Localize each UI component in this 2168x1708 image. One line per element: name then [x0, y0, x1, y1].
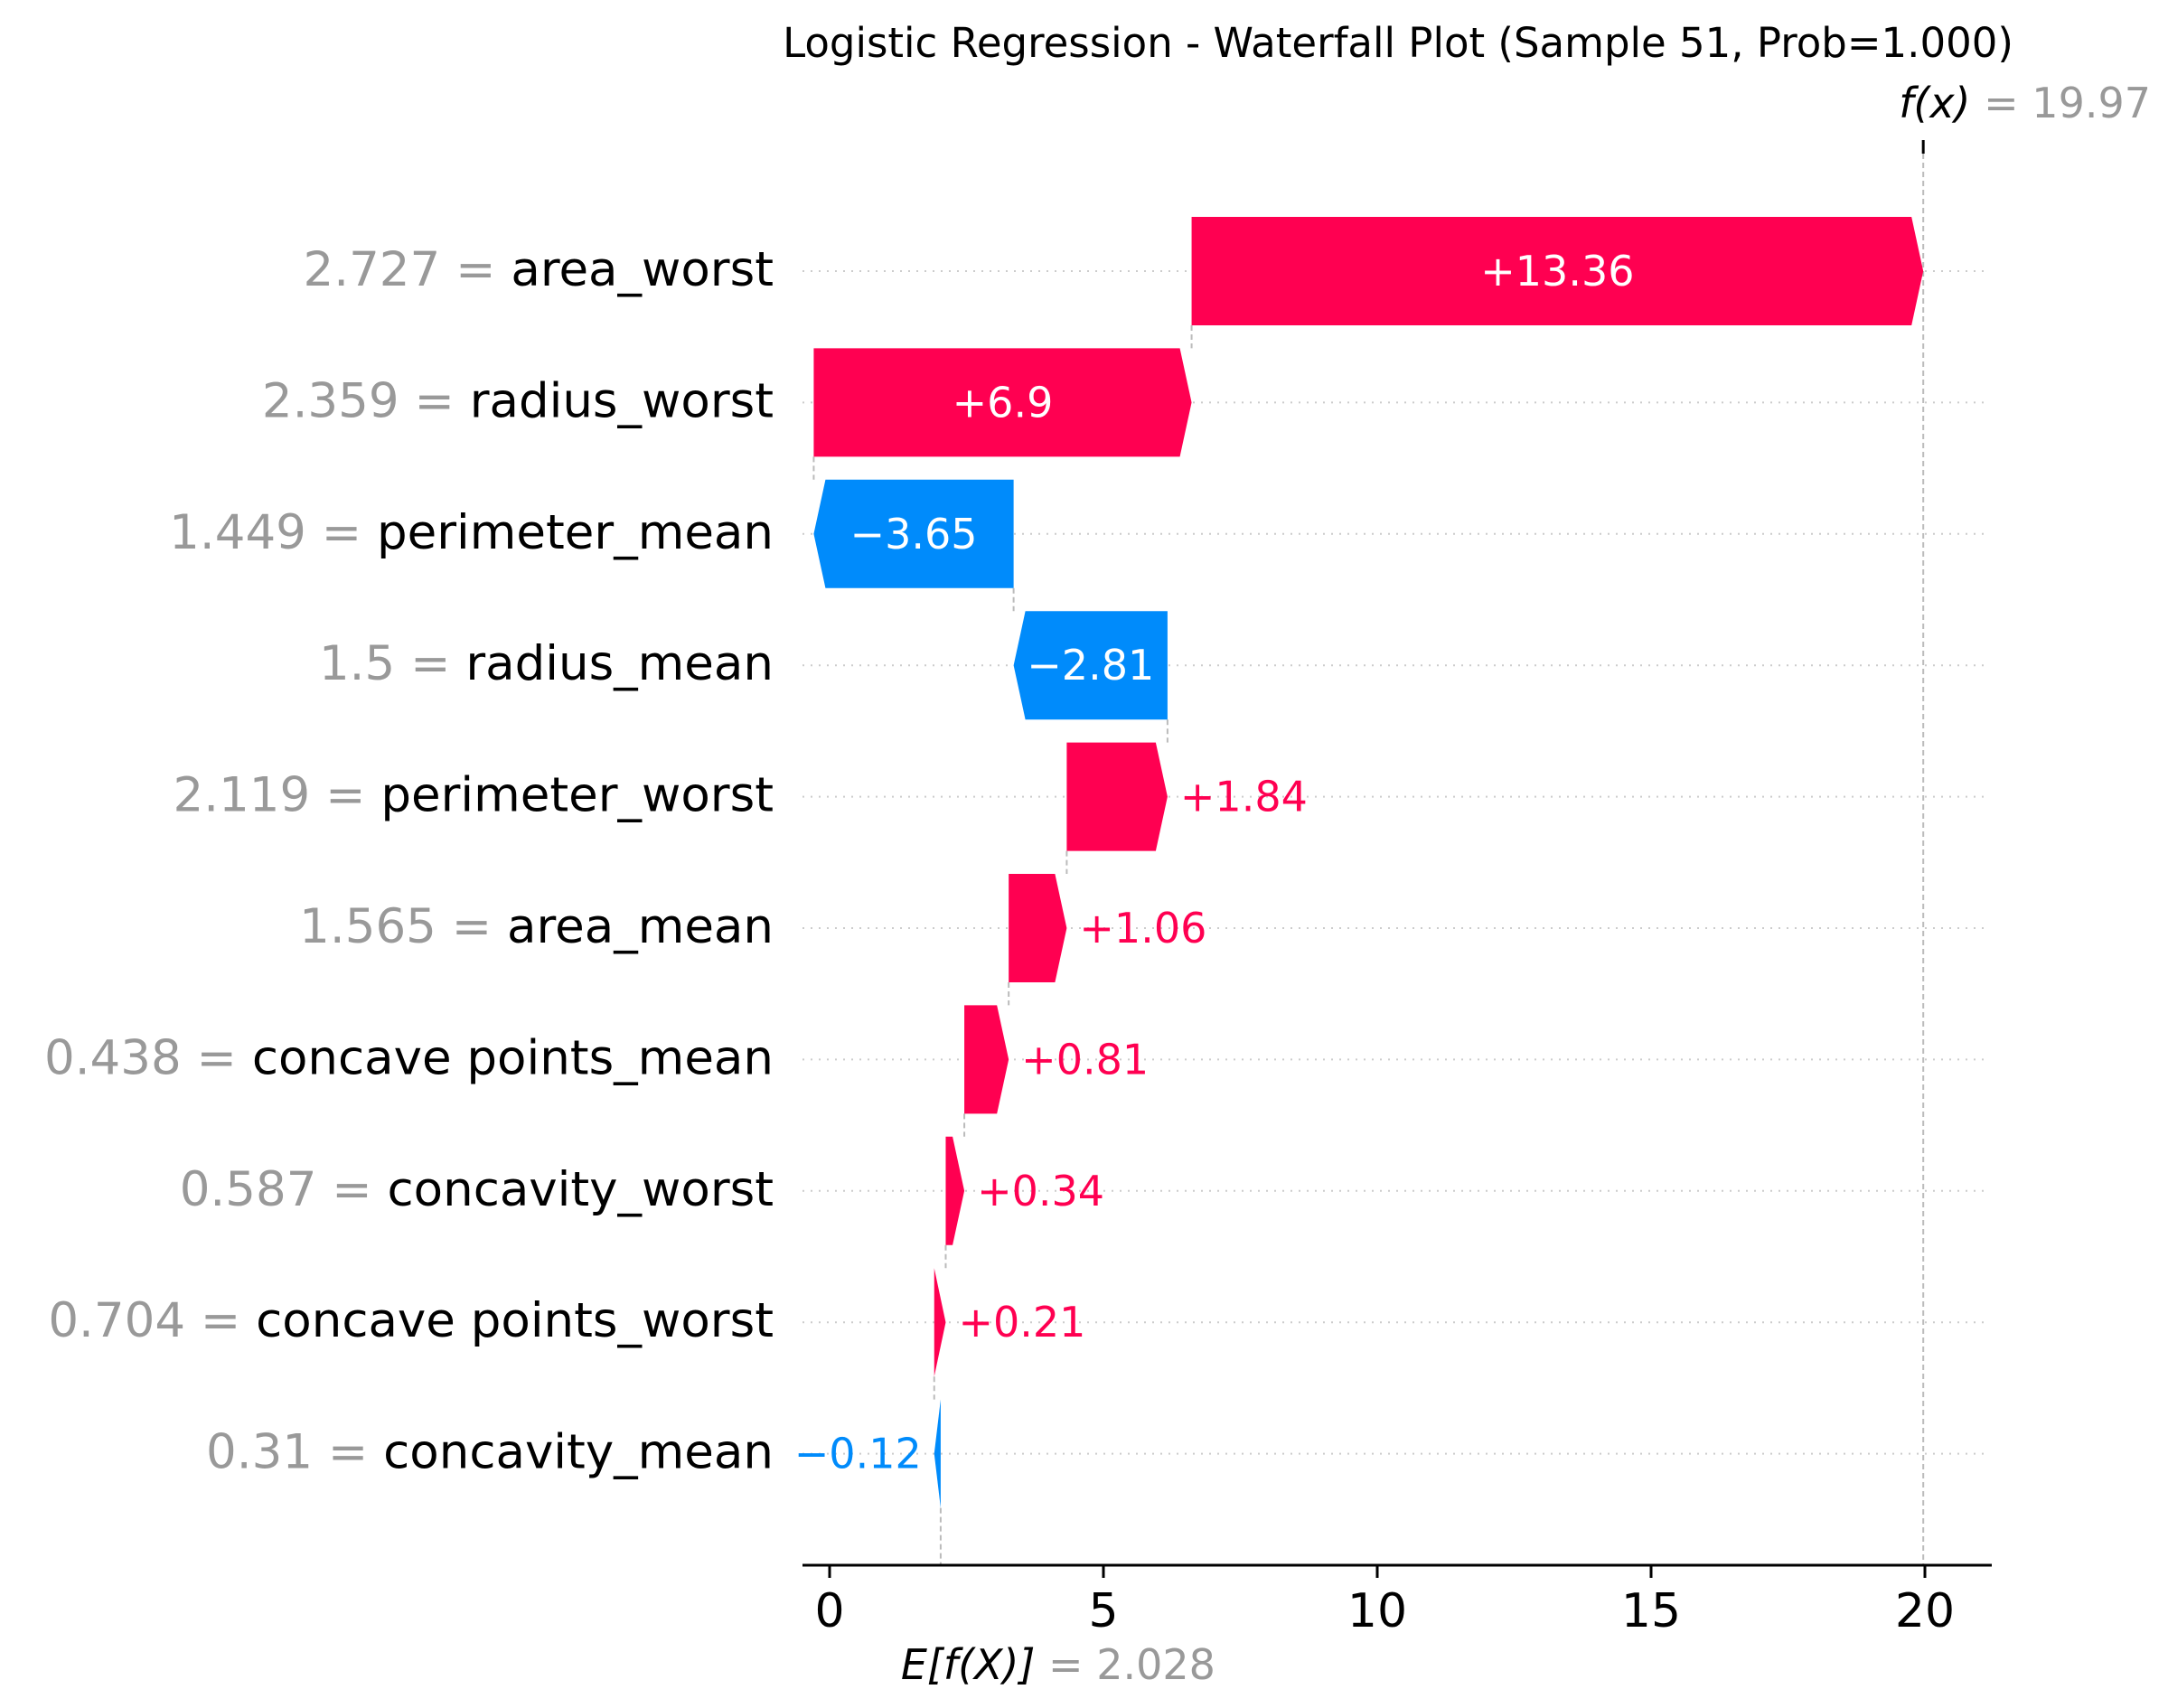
feature-name: perimeter_mean [377, 505, 774, 560]
feature-value: 0.31 [206, 1425, 313, 1480]
feature-label: 0.438 = concave points_mean [44, 1030, 774, 1085]
bar [934, 1399, 941, 1508]
bars: +13.36 +6.9 −3.65 −2.81 +1.84 +1.06 +0.81 +0.34… [794, 217, 1924, 1508]
feature-label: 0.31 = concavity_mean [206, 1425, 774, 1480]
bar [1013, 611, 1168, 720]
bar-value-label: +0.21 [958, 1298, 1085, 1347]
connector-lines [812, 154, 1925, 1565]
bar [1191, 217, 1924, 325]
feature-name: radius_mean [465, 636, 774, 691]
bar [813, 479, 1014, 588]
feature-value: 0.587 [180, 1162, 317, 1217]
feature-value: 1.449 [169, 505, 306, 560]
base-value: 2.028 [1096, 1640, 1215, 1689]
feature-value: 1.5 [319, 636, 395, 691]
output-equals: = [1984, 79, 2032, 127]
feature-label: 0.587 = concavity_worst [180, 1162, 774, 1217]
x-tick-label: 10 [1347, 1584, 1407, 1638]
feature-value: 1.565 [299, 899, 436, 954]
output-value: 19.97 [2032, 79, 2151, 127]
feature-equals: = [399, 373, 470, 428]
feature-equals: = [436, 899, 507, 954]
feature-equals: = [310, 768, 380, 823]
feature-name: concave points_worst [256, 1293, 774, 1348]
base-label: E[f(X)] [901, 1640, 1036, 1689]
feature-equals: = [316, 1162, 387, 1217]
feature-name: area_mean [507, 899, 774, 954]
bar-value-label: −3.65 [850, 510, 978, 558]
x-tick-label: 0 [814, 1584, 844, 1638]
feature-equals: = [313, 1425, 383, 1480]
feature-name: radius_worst [470, 373, 774, 428]
feature-label: 1.565 = area_mean [299, 899, 774, 954]
bar-value-label: +0.81 [1021, 1035, 1149, 1084]
feature-name: concavity_worst [388, 1162, 774, 1217]
feature-label: 2.119 = perimeter_worst [174, 768, 774, 823]
feature-label: 2.359 = radius_worst [262, 373, 774, 428]
feature-value: 2.119 [174, 768, 311, 823]
x-tick-label: 20 [1895, 1584, 1955, 1638]
x-ticks: 0 5 10 15 20 [814, 1565, 1955, 1638]
bar-value-label: −0.12 [794, 1430, 922, 1478]
feature-value: 0.704 [48, 1293, 185, 1348]
bar [1066, 742, 1168, 851]
bar-value-label: −2.81 [1027, 641, 1154, 690]
feature-equals: = [395, 636, 465, 691]
feature-name: area_worst [511, 242, 774, 297]
bar [1009, 874, 1067, 982]
output-value-annotation: f(x) = 19.97 [1899, 79, 2151, 154]
feature-label: 1.449 = perimeter_mean [169, 505, 774, 560]
feature-value: 0.438 [44, 1030, 182, 1085]
bar-value-label: +1.06 [1079, 904, 1206, 953]
feature-label: 2.727 = area_worst [304, 242, 774, 297]
bar [964, 1005, 1009, 1114]
feature-label: 1.5 = radius_mean [319, 636, 774, 691]
output-label: f(x) [1899, 79, 1970, 127]
base-equals: = [1048, 1640, 1096, 1689]
bar [934, 1268, 946, 1377]
feature-equals: = [185, 1293, 256, 1348]
bar-value-label: +1.84 [1180, 773, 1308, 821]
chart-title: Logistic Regression - Waterfall Plot (Sa… [783, 19, 2013, 67]
bar [813, 348, 1192, 457]
feature-name: perimeter_worst [380, 768, 774, 823]
base-value-label: E[f(X)] = 2.028 [901, 1640, 1215, 1689]
feature-name: concave points_mean [252, 1030, 774, 1085]
bar [945, 1136, 965, 1245]
feature-equals: = [182, 1030, 252, 1085]
bar-value-label: +6.9 [953, 378, 1054, 427]
x-tick-label: 5 [1088, 1584, 1118, 1638]
feature-name: concavity_mean [383, 1425, 774, 1480]
x-axis: 0 5 10 15 20 [802, 1563, 1992, 1638]
feature-value: 2.359 [262, 373, 399, 428]
output-value-label: f(x) = 19.97 [1899, 79, 2151, 127]
feature-equals: = [440, 242, 511, 297]
x-tick-label: 15 [1621, 1584, 1681, 1638]
feature-label: 0.704 = concave points_worst [48, 1293, 774, 1348]
feature-value: 2.727 [304, 242, 441, 297]
bar-value-label: +13.36 [1480, 247, 1634, 296]
feature-labels: 2.727 = area_worst 2.359 = radius_worst 1.… [44, 242, 774, 1480]
bar-value-label: +0.34 [977, 1167, 1104, 1215]
feature-equals: = [306, 505, 377, 560]
